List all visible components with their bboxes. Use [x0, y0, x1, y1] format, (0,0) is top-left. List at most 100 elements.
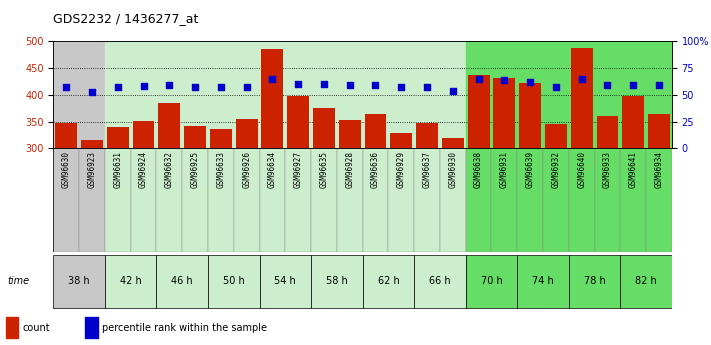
Bar — [491, 148, 517, 252]
Bar — [648, 114, 670, 148]
Bar — [466, 255, 517, 308]
Text: 70 h: 70 h — [481, 276, 503, 286]
Point — [602, 82, 613, 88]
Bar — [493, 78, 515, 148]
Bar — [287, 96, 309, 148]
Text: 58 h: 58 h — [326, 276, 348, 286]
Bar — [105, 255, 156, 308]
Text: GSM96928: GSM96928 — [346, 151, 354, 188]
Bar — [569, 41, 594, 148]
Text: GSM96637: GSM96637 — [422, 151, 432, 188]
Bar — [313, 108, 335, 148]
Bar — [569, 255, 620, 308]
Bar — [337, 41, 363, 148]
Text: 74 h: 74 h — [532, 276, 554, 286]
Bar — [105, 41, 131, 148]
Bar — [363, 148, 388, 252]
Bar — [210, 129, 232, 148]
Point — [525, 79, 536, 85]
Bar — [646, 41, 672, 148]
Point — [550, 85, 562, 90]
Bar — [159, 103, 181, 148]
Point — [138, 83, 149, 89]
Text: GSM96634: GSM96634 — [268, 151, 277, 188]
Bar — [132, 120, 154, 148]
Bar — [208, 255, 260, 308]
Bar — [620, 255, 672, 308]
Bar — [107, 127, 129, 148]
Point — [395, 85, 407, 90]
Text: 54 h: 54 h — [274, 276, 296, 286]
Text: 78 h: 78 h — [584, 276, 606, 286]
Text: GSM96639: GSM96639 — [525, 151, 535, 188]
Bar — [622, 96, 644, 148]
Text: GSM96930: GSM96930 — [449, 151, 457, 188]
Bar — [519, 82, 541, 148]
Bar — [620, 41, 646, 148]
Bar — [156, 148, 182, 252]
Text: count: count — [23, 323, 50, 333]
Bar — [79, 41, 105, 148]
Text: GSM96638: GSM96638 — [474, 151, 483, 188]
Bar — [414, 148, 440, 252]
Bar — [620, 148, 646, 252]
Text: time: time — [7, 276, 29, 286]
Text: GSM96635: GSM96635 — [319, 151, 328, 188]
Text: GSM96932: GSM96932 — [552, 151, 560, 188]
Bar — [597, 116, 619, 148]
Point — [344, 82, 356, 88]
Text: GSM96640: GSM96640 — [577, 151, 586, 188]
Bar — [53, 255, 105, 308]
Text: GSM96924: GSM96924 — [139, 151, 148, 188]
Bar — [208, 148, 234, 252]
Bar — [208, 41, 234, 148]
Bar — [234, 41, 260, 148]
Bar — [311, 255, 363, 308]
Text: 46 h: 46 h — [171, 276, 193, 286]
Bar — [311, 148, 337, 252]
Bar — [235, 119, 257, 148]
Text: GSM96929: GSM96929 — [397, 151, 406, 188]
Bar — [569, 148, 594, 252]
Text: 62 h: 62 h — [378, 276, 400, 286]
Text: 66 h: 66 h — [429, 276, 451, 286]
Text: GDS2232 / 1436277_at: GDS2232 / 1436277_at — [53, 12, 198, 25]
Bar — [517, 41, 543, 148]
Bar — [414, 41, 440, 148]
Point — [215, 85, 227, 90]
Text: GSM96933: GSM96933 — [603, 151, 612, 188]
Bar — [571, 48, 593, 148]
Point — [267, 76, 278, 81]
Bar — [260, 148, 285, 252]
Bar — [440, 148, 466, 252]
Bar — [543, 41, 569, 148]
Bar — [285, 148, 311, 252]
Bar — [390, 134, 412, 148]
Point — [473, 76, 484, 81]
Bar — [442, 138, 464, 148]
Text: GSM96632: GSM96632 — [165, 151, 173, 188]
Point — [422, 85, 433, 90]
Bar — [184, 126, 206, 148]
Bar — [131, 148, 156, 252]
Bar — [182, 148, 208, 252]
Bar — [414, 255, 466, 308]
Bar — [440, 41, 466, 148]
Point — [164, 82, 175, 88]
Point — [447, 88, 459, 93]
Bar — [545, 124, 567, 148]
Text: GSM96923: GSM96923 — [87, 151, 97, 188]
Bar — [365, 114, 387, 148]
Text: 82 h: 82 h — [635, 276, 657, 286]
Bar — [156, 255, 208, 308]
Text: 38 h: 38 h — [68, 276, 90, 286]
Bar — [388, 148, 414, 252]
Bar — [262, 49, 284, 148]
Text: 42 h: 42 h — [119, 276, 141, 286]
Bar — [55, 123, 77, 148]
Point — [189, 85, 201, 90]
Bar — [468, 75, 490, 148]
Bar — [53, 41, 79, 148]
Bar — [466, 41, 491, 148]
Point — [576, 76, 587, 81]
